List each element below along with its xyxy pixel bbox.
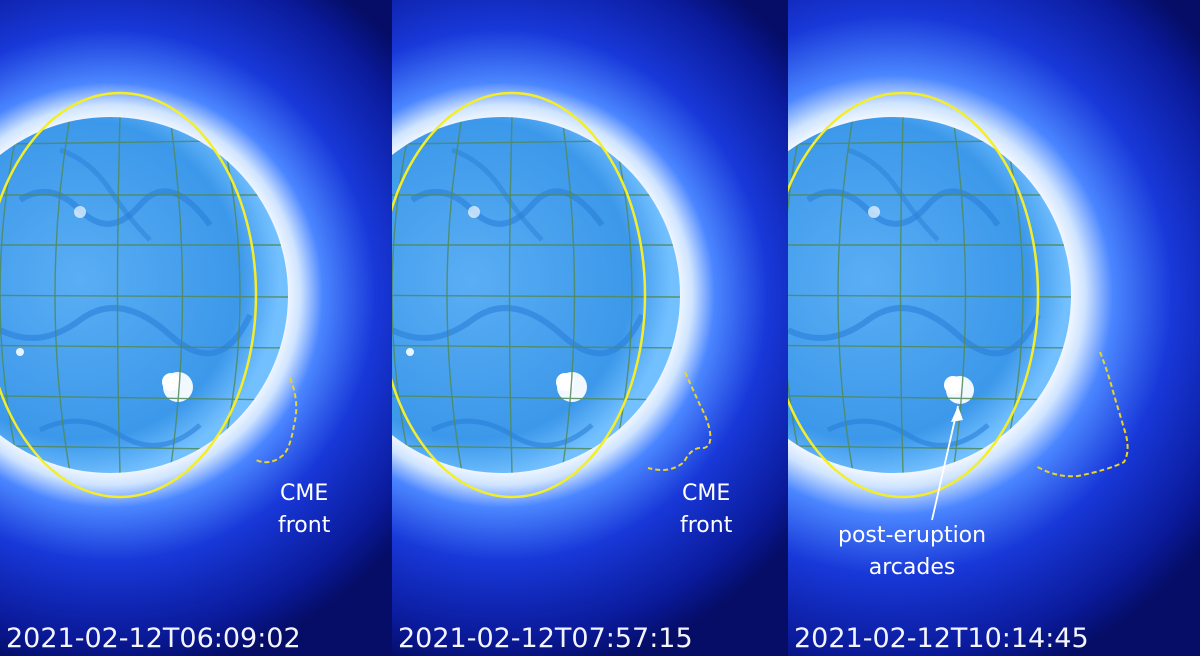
cme-front-line: [1035, 351, 1129, 478]
post-eruption-arcades-label: post-eruption arcades: [838, 520, 986, 584]
disk-texture: [788, 147, 1041, 448]
cme-front-line: [647, 371, 712, 471]
timestamp: 2021-02-12T06:09:02: [6, 623, 301, 654]
sun-image: [788, 0, 1200, 656]
solar-disk: [788, 117, 1071, 473]
solar-image-panel-2: CME front 2021-02-12T07:57:15: [392, 0, 788, 656]
disk-texture: [392, 147, 645, 448]
cme-front-label: CME front: [680, 478, 732, 542]
label-line-1: post-eruption: [838, 523, 987, 548]
arrow-line: [931, 405, 959, 521]
sun-image: [0, 0, 392, 656]
arrow-head: [951, 406, 963, 422]
label-line-2: front: [278, 513, 331, 538]
cme-front-line: [255, 377, 298, 464]
label-line-2: front: [680, 513, 733, 538]
limb-circle: [392, 91, 647, 499]
timestamp: 2021-02-12T07:57:15: [398, 623, 693, 654]
label-line-1: CME: [280, 481, 329, 506]
sun-image: [392, 0, 788, 656]
limb-circle: [788, 91, 1040, 499]
limb-circle: [0, 91, 258, 499]
timestamp: 2021-02-12T10:14:45: [794, 623, 1089, 654]
label-line-1: CME: [682, 481, 731, 506]
solar-image-panel-1: CME front 2021-02-12T06:09:02: [0, 0, 392, 656]
coordinate-grid: [788, 117, 1071, 473]
solar-image-panel-3: post-eruption arcades 2021-02-12T10:14:4…: [788, 0, 1200, 656]
disk-texture: [0, 147, 253, 448]
label-line-2: arcades: [868, 555, 956, 580]
cme-front-label: CME front: [278, 478, 330, 542]
coordinate-grid: [392, 117, 680, 473]
